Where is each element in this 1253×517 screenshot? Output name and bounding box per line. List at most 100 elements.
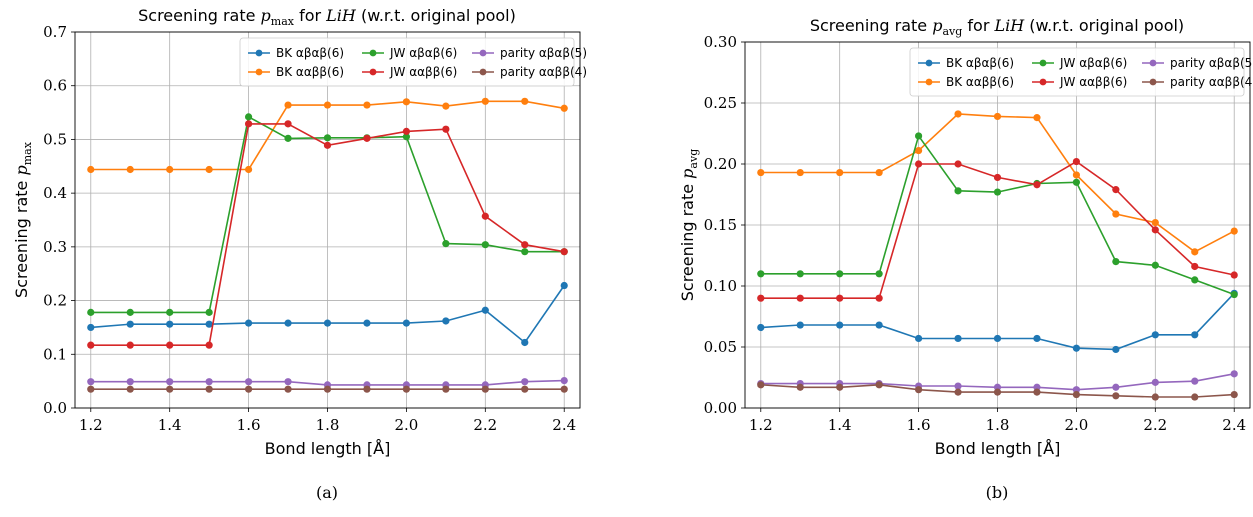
data-point: [481, 212, 489, 220]
panel-label: (a): [316, 483, 338, 502]
data-point: [521, 338, 529, 347]
data-point: [1112, 345, 1120, 354]
legend: BK αβαβ(6) BK ααββ(6) JW αβαβ(6) JW ααββ(6)…: [909, 47, 1253, 97]
data-point: [323, 134, 332, 142]
data-point: [87, 378, 95, 386]
data-point: [1072, 178, 1081, 186]
data-point: [993, 112, 1002, 121]
data-point: [244, 113, 253, 121]
data-point: [1230, 271, 1238, 279]
data-point: [363, 319, 371, 327]
data-point: [205, 165, 213, 174]
legend-entry: parity ααββ(4): [1170, 75, 1253, 89]
data-point: [166, 308, 174, 316]
data-point: [1033, 388, 1041, 396]
data-point: [87, 385, 95, 393]
data-point: [757, 294, 765, 302]
y-tick-label: 0.15: [704, 216, 737, 234]
y-tick-label: 0.00: [704, 399, 737, 417]
data-point: [993, 388, 1002, 396]
y-tick-label: 0.6: [43, 77, 67, 95]
x-tick-label: 2.4: [1222, 416, 1246, 434]
plot-frame: [744, 41, 1251, 409]
legend-entry: parity αβαβ(5): [500, 46, 587, 60]
data-point: [1112, 383, 1120, 391]
data-point: [1230, 390, 1238, 399]
data-point: [284, 319, 292, 327]
data-point: [993, 334, 1002, 343]
data-point: [402, 319, 411, 327]
data-point: [954, 187, 962, 195]
data-point: [205, 308, 213, 316]
x-axis-label: Bond length [Å]: [935, 439, 1061, 458]
data-point: [757, 381, 765, 389]
data-point: [442, 385, 450, 393]
x-tick-label: 2.4: [552, 416, 576, 434]
x-tick-label: 1.2: [749, 416, 773, 434]
data-point: [126, 378, 134, 386]
x-tick-label: 1.4: [158, 416, 182, 434]
y-tick-label: 0.5: [43, 130, 67, 148]
y-tick-label: 0.1: [43, 345, 67, 363]
data-point: [481, 241, 489, 249]
legend-entry: JW ααββ(6): [389, 65, 457, 79]
x-tick-label: 1.6: [907, 416, 931, 434]
data-point: [836, 321, 844, 329]
data-point: [521, 248, 529, 256]
y-tick-label: 0.30: [704, 33, 737, 51]
data-point: [993, 173, 1002, 182]
data-point: [521, 97, 529, 105]
legend-entry: BK αβαβ(6): [946, 56, 1014, 70]
data-point: [875, 294, 883, 302]
legend-marker: [1149, 78, 1157, 86]
data-point: [323, 385, 332, 393]
data-point: [875, 321, 883, 329]
y-tick-label: 0.25: [704, 94, 737, 112]
data-point: [836, 294, 844, 302]
data-point: [323, 101, 332, 109]
data-point: [1151, 218, 1159, 227]
data-point: [1033, 334, 1041, 343]
data-point: [875, 381, 883, 389]
data-point: [1151, 226, 1159, 234]
data-point: [954, 110, 962, 118]
legend-marker: [925, 59, 933, 67]
chart-title: Screening rate pavg for LiH (w.r.t. orig…: [810, 16, 1184, 38]
legend-marker: [255, 49, 263, 57]
data-point: [244, 319, 253, 327]
data-point: [1191, 393, 1199, 401]
data-point: [205, 320, 213, 328]
data-point: [914, 132, 923, 140]
x-tick-label: 2.2: [473, 416, 497, 434]
legend-box: [909, 47, 1245, 97]
data-point: [836, 270, 844, 278]
data-point: [1230, 290, 1238, 299]
data-point: [126, 165, 134, 174]
legend-marker: [1039, 78, 1047, 86]
data-point: [993, 188, 1002, 196]
data-point: [757, 270, 765, 278]
data-point: [284, 385, 292, 393]
data-point: [1151, 331, 1159, 339]
data-point: [87, 308, 95, 316]
data-point: [205, 385, 213, 393]
legend-marker: [255, 68, 263, 76]
x-tick-label: 1.4: [828, 416, 852, 434]
data-point: [1033, 181, 1041, 189]
data-point: [166, 320, 174, 328]
data-point: [481, 97, 489, 105]
x-tick-label: 1.6: [237, 416, 261, 434]
data-point: [1191, 377, 1199, 385]
y-tick-label: 0.05: [704, 338, 737, 356]
y-tick-label: 0.3: [43, 238, 67, 256]
data-point: [560, 385, 568, 393]
data-point: [481, 385, 489, 393]
y-tick-label: 0.10: [704, 277, 737, 295]
data-point: [1072, 390, 1081, 399]
data-point: [363, 101, 371, 109]
data-point: [914, 160, 923, 168]
data-point: [126, 341, 134, 349]
y-axis-label: Screening rate pavg: [678, 149, 700, 302]
data-point: [954, 334, 962, 343]
data-point: [1191, 276, 1199, 284]
